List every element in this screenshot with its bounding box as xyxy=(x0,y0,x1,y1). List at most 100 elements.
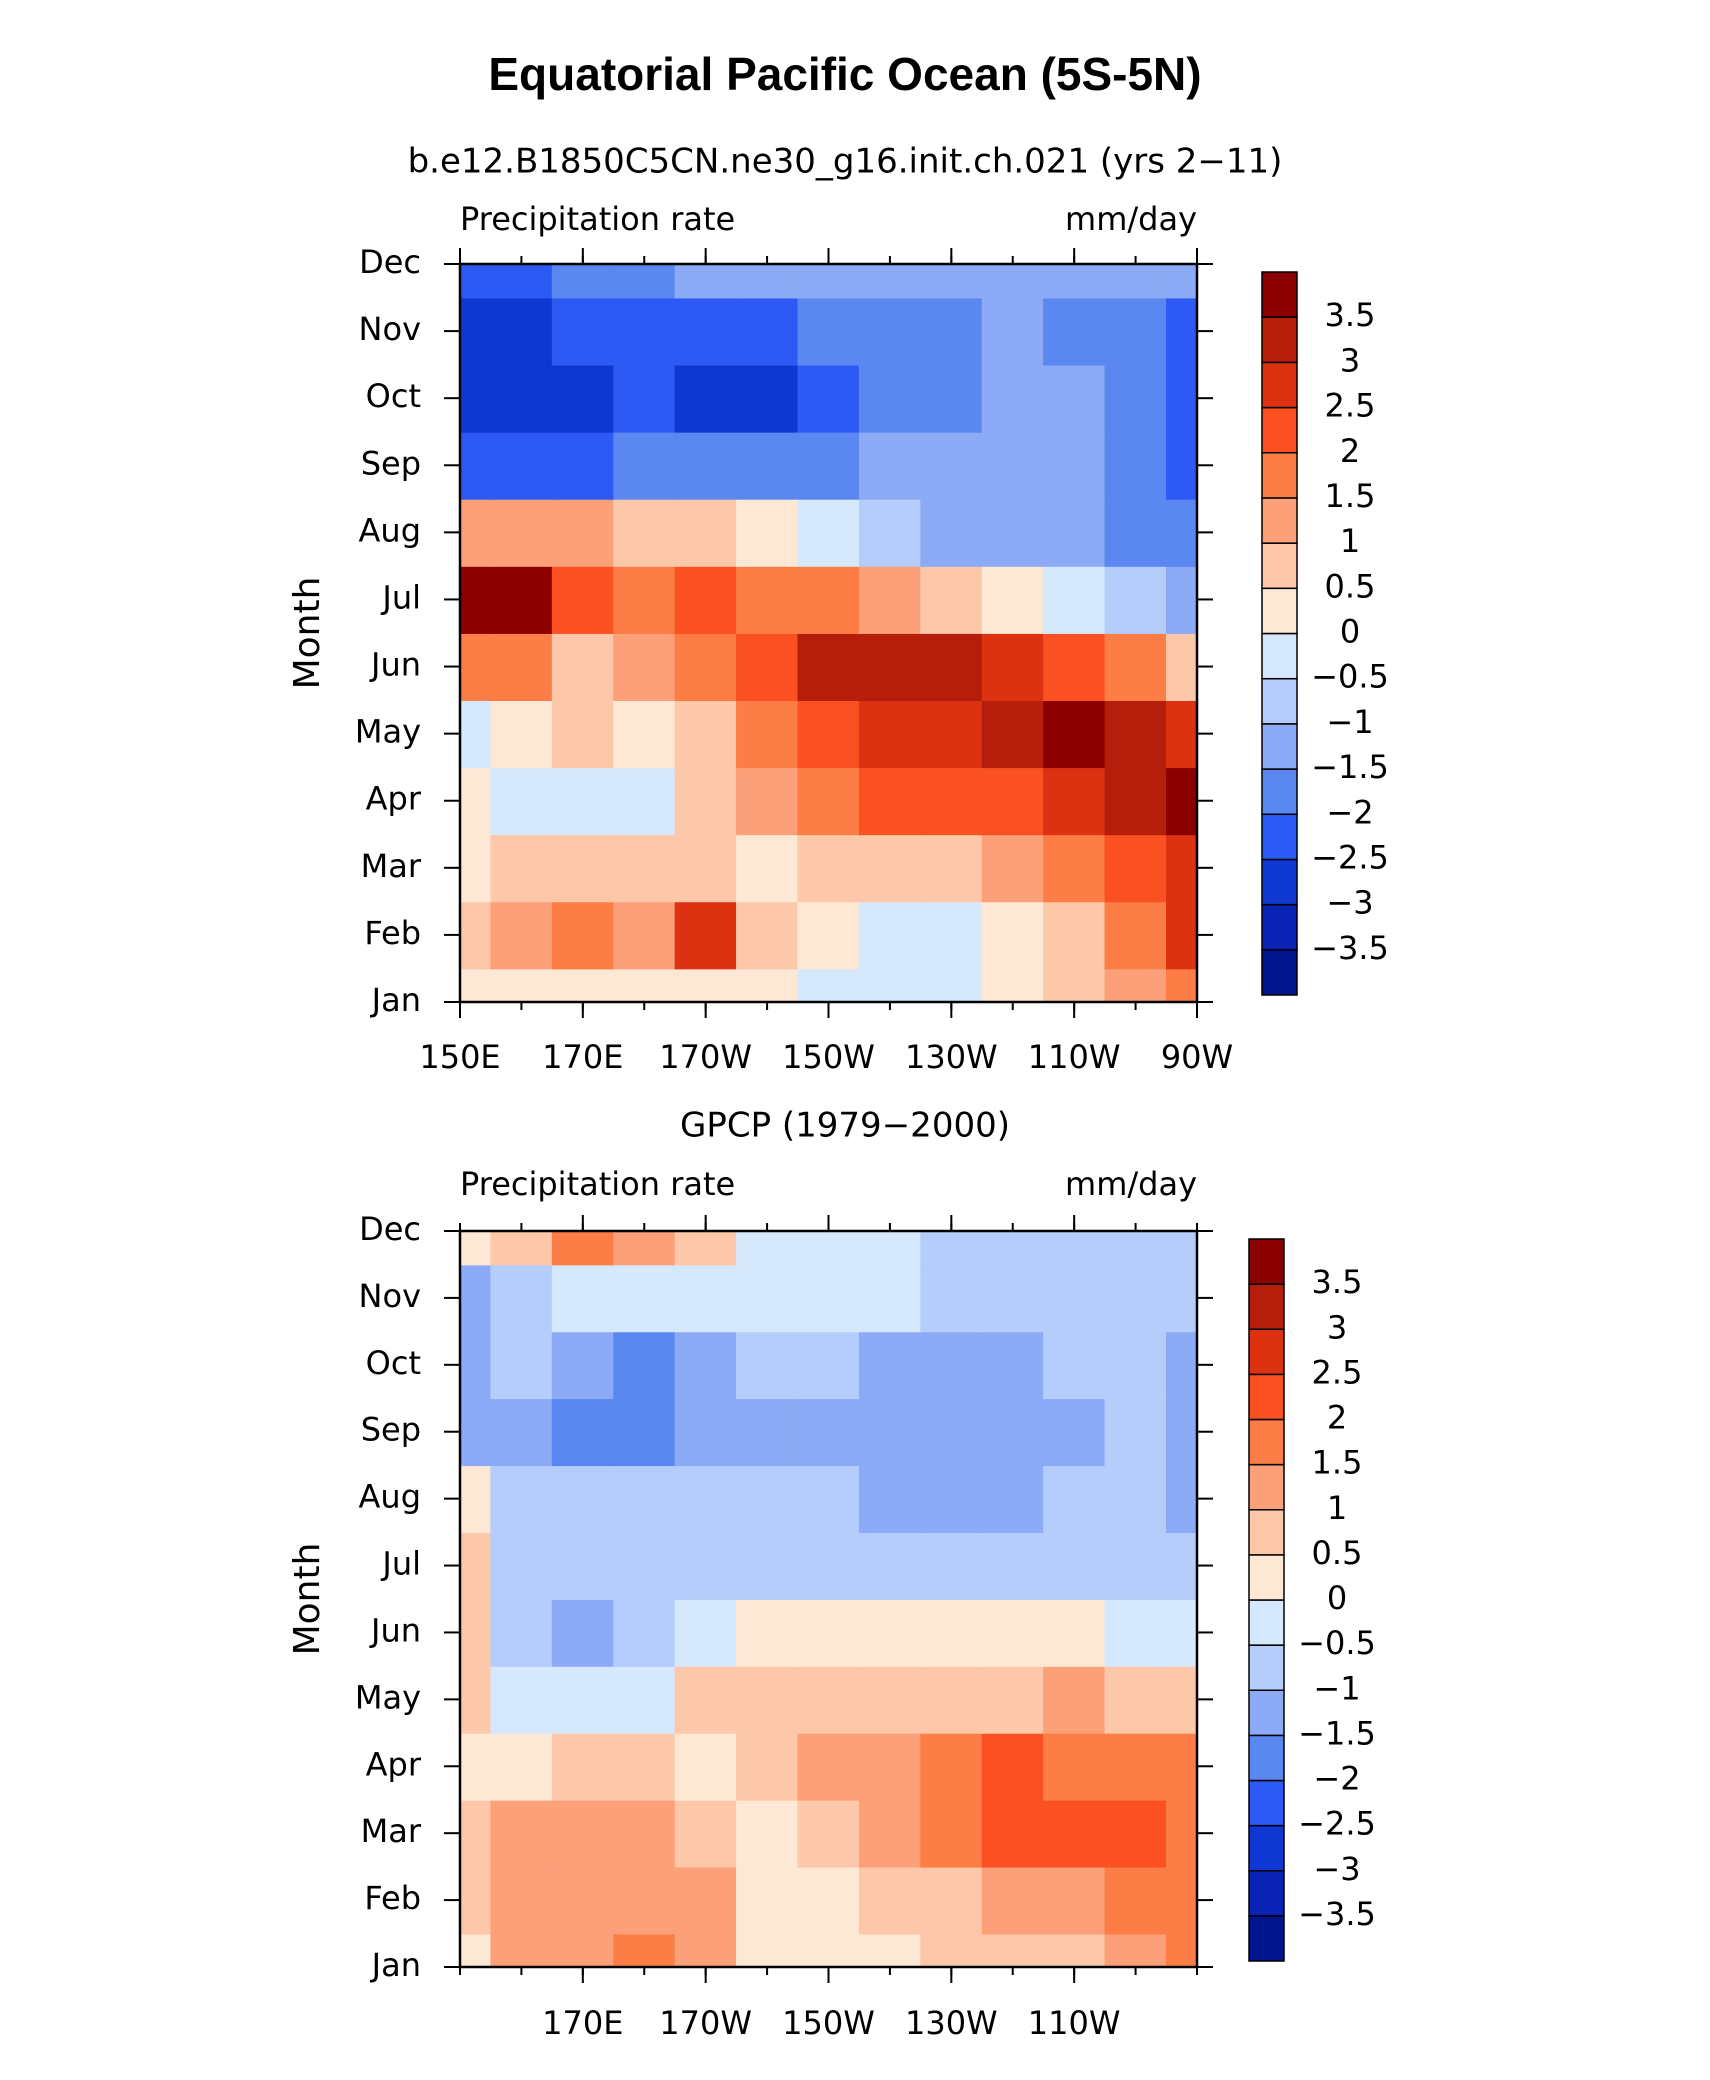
contour-cell xyxy=(920,1464,983,1533)
contour-cell xyxy=(1043,1933,1106,1968)
contour-cell xyxy=(736,1732,799,1801)
contour-cell xyxy=(1104,1230,1168,1266)
contour-cell xyxy=(797,766,861,836)
contour-cell xyxy=(1043,1598,1106,1667)
colorbar-box xyxy=(1261,723,1298,770)
x-tick-label: 170E xyxy=(542,1038,623,1076)
y-tick-label: Sep xyxy=(361,1411,421,1449)
contour-cell xyxy=(981,766,1045,836)
contour-cell xyxy=(459,833,492,903)
colorbar-box xyxy=(1248,1509,1285,1556)
contour-cell xyxy=(736,766,799,836)
contour-cell xyxy=(490,1732,554,1801)
colorbar-box xyxy=(1248,1418,1285,1466)
contour-cell xyxy=(920,263,983,299)
contour-cell xyxy=(459,1230,492,1266)
contour-cell xyxy=(613,766,676,836)
colorbar-box xyxy=(1248,1779,1285,1827)
contour-cell xyxy=(920,1799,983,1868)
y-tick-label: Aug xyxy=(359,511,421,549)
y-tick-label: Apr xyxy=(366,1745,422,1783)
colorbar-label: −3 xyxy=(1313,1850,1360,1888)
x-tick-label: 170W xyxy=(659,1038,752,1076)
contour-cell xyxy=(1043,1230,1106,1266)
colorbar-label: 2 xyxy=(1327,1399,1347,1437)
colorbar-label: 1.5 xyxy=(1325,477,1376,515)
contour-cell xyxy=(551,498,615,567)
contour-cell xyxy=(551,699,615,769)
contour-cell xyxy=(920,431,983,500)
y-tick-label: Jan xyxy=(370,981,421,1019)
colorbar-box xyxy=(1261,361,1298,409)
contour-cell xyxy=(736,1464,799,1533)
contour-cell xyxy=(459,901,492,970)
y-tick-label: Feb xyxy=(364,1879,421,1917)
contour-cell xyxy=(674,1464,738,1533)
contour-cell xyxy=(1104,1531,1168,1600)
subtitle: b.e12.B1850C5CN.ne30_g16.init.ch.021 (yr… xyxy=(408,142,1283,182)
contour-cell xyxy=(981,901,1045,970)
contour-cell xyxy=(736,263,799,299)
contour-cell xyxy=(613,1866,676,1935)
contour-cell xyxy=(981,364,1045,433)
contour-cell xyxy=(1104,1866,1168,1935)
y-tick-label: Oct xyxy=(366,377,421,415)
contour-cell xyxy=(1104,901,1168,970)
contour-cell xyxy=(1104,1665,1168,1734)
contour-cell xyxy=(858,1531,922,1600)
y-tick-label: May xyxy=(355,1678,421,1716)
contour-cell xyxy=(674,1264,738,1333)
y-tick-label: Mar xyxy=(361,1812,422,1850)
y-tick-label: May xyxy=(355,713,421,751)
contour-cell xyxy=(1043,632,1106,701)
contour-cell xyxy=(613,1732,676,1801)
contour-cell xyxy=(1104,968,1168,1003)
contour-cell xyxy=(674,364,738,433)
y-tick-label: Jun xyxy=(369,646,421,684)
contour-cell xyxy=(797,968,861,1003)
contour-cell xyxy=(1165,1464,1198,1533)
colorbar-box xyxy=(1248,1328,1285,1376)
colorbar-box xyxy=(1261,632,1298,680)
colorbar-box xyxy=(1248,1689,1285,1737)
contour-cell xyxy=(490,1531,554,1600)
contour-cell xyxy=(858,565,922,634)
colorbar-box xyxy=(1248,1734,1285,1782)
colorbar-label: 3.5 xyxy=(1325,296,1376,334)
contour-cell xyxy=(613,1665,676,1734)
contour-cell xyxy=(858,901,922,970)
colorbar-label: 1 xyxy=(1340,522,1360,560)
contour-cell xyxy=(1043,1531,1106,1600)
contour-cell xyxy=(920,364,983,433)
contour-cell xyxy=(1043,1264,1106,1333)
contour-cell xyxy=(797,632,861,701)
y-tick-label: Jun xyxy=(369,1611,421,1649)
contour-cell xyxy=(797,833,861,903)
contour-cell xyxy=(551,1464,615,1533)
colorbar-box xyxy=(1248,1599,1285,1646)
contour-cell xyxy=(674,1598,738,1667)
contour-cell xyxy=(920,1397,983,1467)
x-tick-label: 130W xyxy=(905,2004,998,2042)
contour-cell xyxy=(736,833,799,903)
colorbar-label: 2.5 xyxy=(1325,387,1376,425)
contour-cell xyxy=(1165,1531,1198,1600)
contour-cell xyxy=(459,1464,492,1533)
colorbar-label: −2 xyxy=(1313,1760,1360,1798)
contour-cell xyxy=(459,1933,492,1968)
contour-cell xyxy=(736,1866,799,1935)
contour-cell xyxy=(613,1799,676,1868)
contour-cell xyxy=(981,833,1045,903)
contour-cell xyxy=(674,1665,738,1734)
colorbar-box xyxy=(1248,1824,1285,1872)
contour-cell xyxy=(1165,1598,1198,1667)
contour-cell xyxy=(736,1665,799,1734)
contour-cell xyxy=(1043,833,1106,903)
colorbar-label: −2.5 xyxy=(1298,1805,1376,1843)
colorbar-box xyxy=(1261,587,1298,635)
contour-cell xyxy=(797,1665,861,1734)
contour-cell xyxy=(551,968,615,1003)
contour-cell xyxy=(490,1933,554,1968)
contour-cell xyxy=(858,1799,922,1868)
contour-cell xyxy=(1165,565,1198,634)
